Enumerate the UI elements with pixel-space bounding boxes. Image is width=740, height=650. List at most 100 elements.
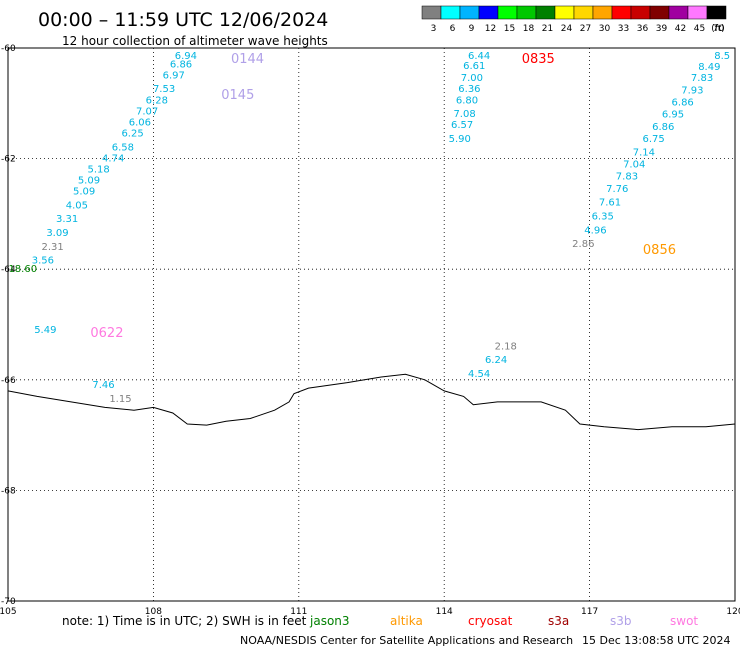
wave-height-value: 5.18 — [88, 164, 110, 175]
wave-height-value: 7.08 — [453, 109, 475, 120]
pass-time-label: 0856 — [643, 243, 676, 258]
legend-label: 45 — [694, 24, 705, 34]
lon-label: 108 — [145, 607, 162, 617]
satellite-swot: swot — [670, 614, 698, 628]
legend-swatch — [421, 5, 442, 20]
satellite-s3a: s3a — [548, 614, 569, 628]
wave-height-value: 7.14 — [633, 147, 655, 158]
grid-lines — [8, 48, 735, 601]
legend-label: 18 — [523, 24, 535, 34]
legend-label: 12 — [485, 24, 496, 34]
satellite-s3b: s3b — [610, 614, 632, 628]
pass-time-label: 0145 — [221, 88, 254, 103]
wave-height-value: 2.18 — [495, 341, 517, 352]
legend-swatch — [592, 5, 613, 20]
lon-label: 111 — [290, 607, 307, 617]
wave-height-value: 2.86 — [572, 239, 594, 250]
wave-height-value: 6.44 — [468, 51, 490, 62]
legend-swatch — [459, 5, 480, 20]
wave-height-value: 6.58 — [112, 142, 134, 153]
wave-height-value: 7.04 — [623, 159, 645, 170]
wave-height-value: 6.80 — [456, 95, 478, 106]
legend-swatch — [535, 5, 556, 20]
map-frame — [7, 47, 736, 602]
wave-height-value: 4.74 — [102, 153, 124, 164]
wave-height-value: 7.83 — [691, 73, 713, 84]
wave-height-value: 1.15 — [109, 394, 131, 405]
lat-label: -64 — [1, 265, 16, 275]
altimeter-passes: 6.946.866.977.536.287.076.066.256.584.74… — [8, 51, 730, 405]
legend-swatch — [554, 5, 575, 20]
lat-label: -70 — [1, 597, 16, 607]
map-title: 00:00 – 11:59 UTC 12/06/2024 — [38, 9, 328, 31]
wave-height-value: 6.57 — [451, 120, 473, 131]
wave-height-value: 7.61 — [599, 198, 621, 209]
lon-label: 114 — [436, 607, 453, 617]
wave-height-value: 6.35 — [592, 211, 614, 222]
lon-label: 120 — [726, 607, 740, 617]
legend-swatch — [611, 5, 632, 20]
wave-height-value: 6.28 — [146, 95, 168, 106]
wave-height-value: 3.31 — [56, 214, 78, 225]
legend-swatch — [649, 5, 670, 20]
wave-height-value: 6.24 — [485, 355, 507, 366]
wave-height-value: 5.09 — [73, 187, 95, 198]
wave-height-value: 4.54 — [468, 369, 490, 380]
legend-swatch — [573, 5, 594, 20]
wave-height-value: 6.97 — [163, 70, 185, 81]
wave-height-value: 6.75 — [642, 134, 664, 145]
legend-swatch — [668, 5, 689, 20]
lat-label: -66 — [1, 376, 16, 386]
wave-height-value: 6.25 — [121, 128, 143, 139]
legend-label: 27 — [580, 24, 591, 34]
wave-height-value: 8.5 — [714, 51, 730, 62]
legend-label: 70 — [713, 24, 725, 34]
wave-height-value: 5.90 — [449, 134, 471, 145]
legend-swatch — [516, 5, 537, 20]
timestamp-text: 15 Dec 13:08:58 UTC 2024 — [582, 634, 730, 647]
wave-height-value: 5.49 — [34, 325, 56, 336]
legend-label: 30 — [599, 24, 611, 34]
wave-height-value: 6.36 — [458, 84, 480, 95]
legend-swatch — [630, 5, 651, 20]
lat-label: -62 — [1, 155, 16, 165]
lon-label: 117 — [581, 607, 598, 617]
legend-label: 15 — [504, 24, 515, 34]
wave-height-value: 6.86 — [672, 98, 694, 109]
lat-label: -68 — [1, 486, 16, 496]
wave-height-value: 6.94 — [175, 51, 197, 62]
satellite-altika: altika — [390, 614, 423, 628]
wave-height-value: 7.83 — [616, 172, 638, 183]
satellite-cryosat: cryosat — [468, 614, 513, 628]
satellite-jason3: jason3 — [309, 614, 350, 628]
legend-swatch — [706, 5, 727, 20]
satellite-legend: jason3 altika cryosat s3a s3b swot — [309, 614, 698, 628]
legend-label: 24 — [561, 24, 573, 34]
wave-height-value: 7.76 — [606, 184, 628, 195]
antarctic-coastline — [7, 373, 736, 431]
wave-height-value: 8.49 — [698, 62, 720, 73]
pass-time-label: 0144 — [231, 52, 264, 67]
wave-height-value: 4.96 — [584, 225, 606, 236]
wave-height-value: 6.86 — [170, 59, 192, 70]
legend-unit: (ft) — [711, 24, 725, 34]
credit-text: NOAA/NESDIS Center for Satellite Applica… — [240, 634, 573, 647]
wave-height-value: 4.05 — [66, 200, 88, 211]
legend-label: 33 — [618, 24, 629, 34]
wave-height-value: 6.61 — [463, 61, 485, 72]
wave-height-value: 2.31 — [41, 242, 63, 253]
pass-time-label: 0622 — [90, 326, 123, 341]
legend-label: 6 — [450, 24, 456, 34]
legend-swatch — [687, 5, 708, 20]
wave-height-value: 3.56 — [32, 256, 54, 267]
legend-label: 3 — [431, 24, 437, 34]
wave-height-value: 6.06 — [129, 117, 151, 128]
lon-label: 105 — [0, 607, 17, 617]
legend-label: 42 — [675, 24, 686, 34]
legend-label: 21 — [542, 24, 553, 34]
pass-time-label: 0835 — [522, 52, 555, 67]
lat-label: -60 — [1, 44, 16, 54]
coastline — [7, 373, 736, 431]
legend-label: 9 — [469, 24, 475, 34]
